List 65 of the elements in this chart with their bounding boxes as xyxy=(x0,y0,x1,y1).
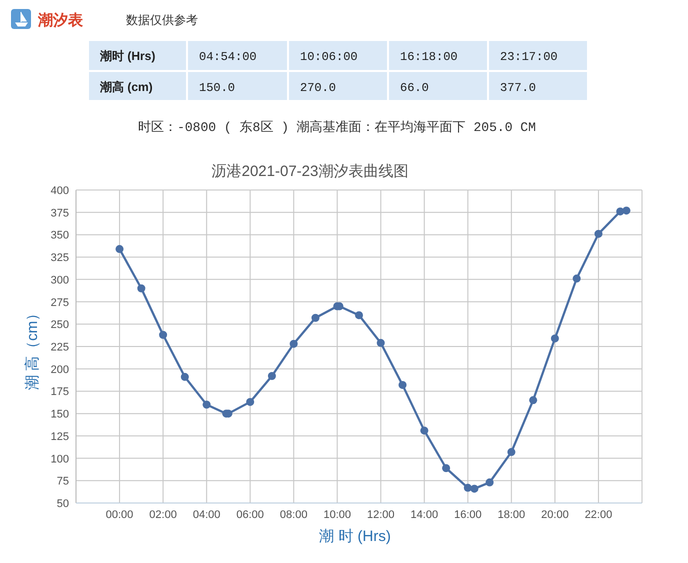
y-tick-label: 400 xyxy=(50,185,69,197)
y-tick-label: 125 xyxy=(50,430,69,443)
text: 潮汐表 xyxy=(37,12,84,29)
point xyxy=(180,372,189,381)
point xyxy=(355,311,363,320)
point xyxy=(202,400,211,409)
x-tick-label: 12:00 xyxy=(367,509,395,521)
x-tick-label: 06:00 xyxy=(236,509,264,521)
point xyxy=(420,426,428,435)
y-tick-label: 200 xyxy=(50,364,69,376)
x-tick-label: 04:00 xyxy=(192,509,220,521)
point xyxy=(529,396,538,404)
point xyxy=(268,372,276,380)
point xyxy=(622,206,630,215)
text: 150.0 xyxy=(199,81,236,95)
y-tick-label: 325 xyxy=(50,252,69,264)
point xyxy=(116,245,124,254)
point xyxy=(311,314,320,322)
point xyxy=(290,340,298,348)
x-tick-label: 22:00 xyxy=(584,509,612,521)
y-tick-label: 100 xyxy=(50,453,69,466)
y-tick-label: 300 xyxy=(50,274,69,286)
x-tick-label: 18:00 xyxy=(498,509,526,521)
text: 270.0 xyxy=(300,81,336,95)
y-tick-label: 350 xyxy=(50,230,69,242)
x-tick-label: 08:00 xyxy=(280,509,308,521)
x-tick-label: 00:00 xyxy=(106,509,134,521)
x-axis-title: 潮 时 (Hrs) xyxy=(319,528,391,545)
point xyxy=(470,484,478,493)
y-tick-label: 175 xyxy=(50,386,69,398)
text: 377.0 xyxy=(500,81,536,95)
point xyxy=(137,284,146,292)
point xyxy=(159,330,168,339)
x-tick-label: 20:00 xyxy=(541,509,569,521)
point xyxy=(398,380,407,389)
y-axis-title: 潮 高（cm） xyxy=(24,306,41,390)
point xyxy=(507,448,516,456)
point xyxy=(550,334,559,342)
y-tick-label: 375 xyxy=(50,207,69,220)
point xyxy=(442,464,450,472)
x-tick-label: 16:00 xyxy=(454,509,482,521)
text: 潮时 (Hrs) xyxy=(99,49,156,63)
text: 04:54:00 xyxy=(199,50,257,64)
text: 潮高 (cm) xyxy=(99,80,153,94)
y-tick-label: 225 xyxy=(50,342,69,354)
text: 23:17:00 xyxy=(500,50,558,64)
text: 66.0 xyxy=(400,81,429,95)
y-tick-label: 150 xyxy=(50,408,69,421)
text: 16:18:00 xyxy=(400,50,458,64)
text: 时区：-0800 ( 东8区 ) 潮高基准面：在平均海平面下 205.0 CM xyxy=(138,119,536,135)
chart-title: 沥港2021-07-23潮汐表曲线图 xyxy=(212,163,408,180)
text: 10:06:00 xyxy=(300,50,358,64)
y-tick-label: 50 xyxy=(56,498,69,510)
y-tick-label: 275 xyxy=(50,296,69,309)
point xyxy=(594,230,602,238)
point xyxy=(246,398,254,406)
point xyxy=(572,274,581,283)
y-tick-label: 250 xyxy=(50,319,69,332)
y-tick-label: 75 xyxy=(56,476,69,488)
text: 数据仅供参考 xyxy=(126,13,198,27)
point xyxy=(486,478,494,486)
x-tick-label: 10:00 xyxy=(323,509,351,521)
x-tick-label: 14:00 xyxy=(410,509,438,521)
point xyxy=(376,338,385,347)
x-tick-label: 02:00 xyxy=(149,509,177,521)
